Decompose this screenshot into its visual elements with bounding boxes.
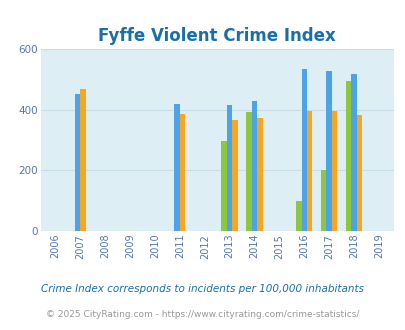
Bar xyxy=(320,171,326,231)
Bar xyxy=(295,201,301,231)
Bar xyxy=(80,89,86,231)
Bar xyxy=(306,111,312,231)
Bar xyxy=(350,74,356,231)
Bar xyxy=(331,111,337,231)
Bar xyxy=(345,81,350,231)
Bar xyxy=(174,104,179,231)
Bar xyxy=(232,120,237,231)
Bar xyxy=(251,101,257,231)
Bar xyxy=(356,115,361,231)
Bar xyxy=(75,94,80,231)
Bar xyxy=(221,141,226,231)
Title: Fyffe Violent Crime Index: Fyffe Violent Crime Index xyxy=(98,27,335,45)
Bar xyxy=(257,118,262,231)
Bar xyxy=(226,106,232,231)
Bar xyxy=(301,69,306,231)
Bar xyxy=(246,112,251,231)
Bar xyxy=(179,114,185,231)
Text: © 2025 CityRating.com - https://www.cityrating.com/crime-statistics/: © 2025 CityRating.com - https://www.city… xyxy=(46,310,359,319)
Text: Crime Index corresponds to incidents per 100,000 inhabitants: Crime Index corresponds to incidents per… xyxy=(41,284,364,294)
Bar xyxy=(326,71,331,231)
